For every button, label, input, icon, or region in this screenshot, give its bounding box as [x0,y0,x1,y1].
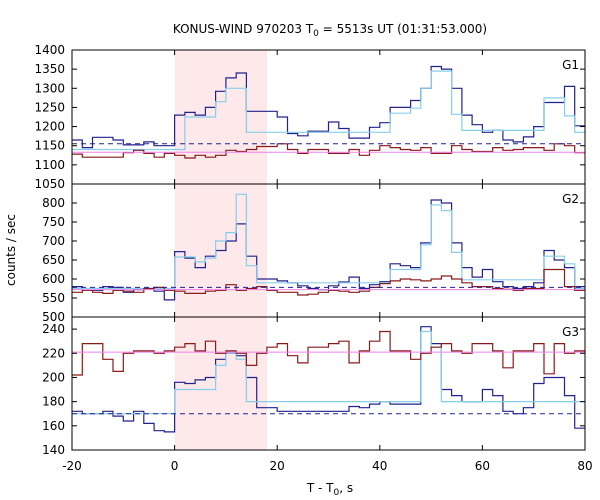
y-tick-label-G2-4: 700 [42,234,65,248]
y-tick-label-G2-1: 550 [42,291,65,305]
y-tick-label-G2-2: 600 [42,272,65,286]
y-tick-label-G3-0: 140 [42,443,65,457]
y-tick-label-G2-6: 800 [42,196,65,210]
y-tick-label-G1-3: 1200 [34,120,65,134]
series-line-G2-0 [72,199,585,301]
y-tick-label-G1-5: 1300 [34,81,65,95]
y-tick-label-G1-2: 1150 [34,139,65,153]
chart-title-suffix: = 5513s UT (01:31:53.000) [319,22,487,36]
y-axis-label: counts / sec [4,214,18,286]
series-line-G3-2 [72,330,585,376]
panel-label-G1: G1 [562,58,579,72]
y-tick-label-G3-5: 240 [42,322,65,336]
y-tick-label-G1-0: 1050 [34,177,65,191]
y-tick-label-G2-0: 500 [42,310,65,324]
panel-label-G2: G2 [562,192,579,206]
x-axis-label-subscript: 0 [334,488,340,498]
chart-title-prefix: KONUS-WIND 970203 T [173,22,314,36]
y-tick-label-G2-5: 750 [42,215,65,229]
x-tick-label-3: 40 [372,459,387,473]
x-tick-label-2: 20 [270,459,285,473]
plot-area: 10501100115012001250130013501400G1500550… [34,43,592,473]
panel-label-G3: G3 [562,325,579,339]
panel-frame-G2 [71,183,586,318]
panel-frame-G3 [71,316,586,451]
series-line-G1-2 [72,143,585,159]
y-tick-label-G3-2: 180 [42,395,65,409]
y-tick-label-G1-7: 1400 [34,43,65,57]
series-line-G1-0 [72,65,585,149]
y-tick-label-G1-6: 1350 [34,62,65,76]
x-axis-label: T - T0, s [306,481,353,498]
panel-frame-G1 [71,49,586,185]
x-axis-label-suffix: , s [339,481,353,495]
series-line-G2-1 [72,193,585,290]
y-tick-label-G3-4: 220 [42,346,65,360]
y-tick-label-G2-3: 650 [42,253,65,267]
chart-title-subscript: 0 [313,29,319,39]
chart-title: KONUS-WIND 970203 T0 = 5513s UT (01:31:5… [173,22,487,39]
y-tick-label-G1-4: 1250 [34,100,65,114]
y-tick-label-G3-3: 200 [42,370,65,384]
series-line-G3-0 [72,326,585,433]
y-tick-label-G3-1: 160 [42,419,65,433]
series-line-G1-1 [72,70,585,151]
x-tick-label-0: -20 [62,459,82,473]
x-tick-label-5: 80 [577,459,592,473]
x-axis-label-prefix: T - T [306,481,334,495]
x-tick-label-4: 60 [475,459,490,473]
y-tick-label-G1-1: 1100 [34,158,65,172]
x-tick-label-1: 0 [171,459,179,473]
